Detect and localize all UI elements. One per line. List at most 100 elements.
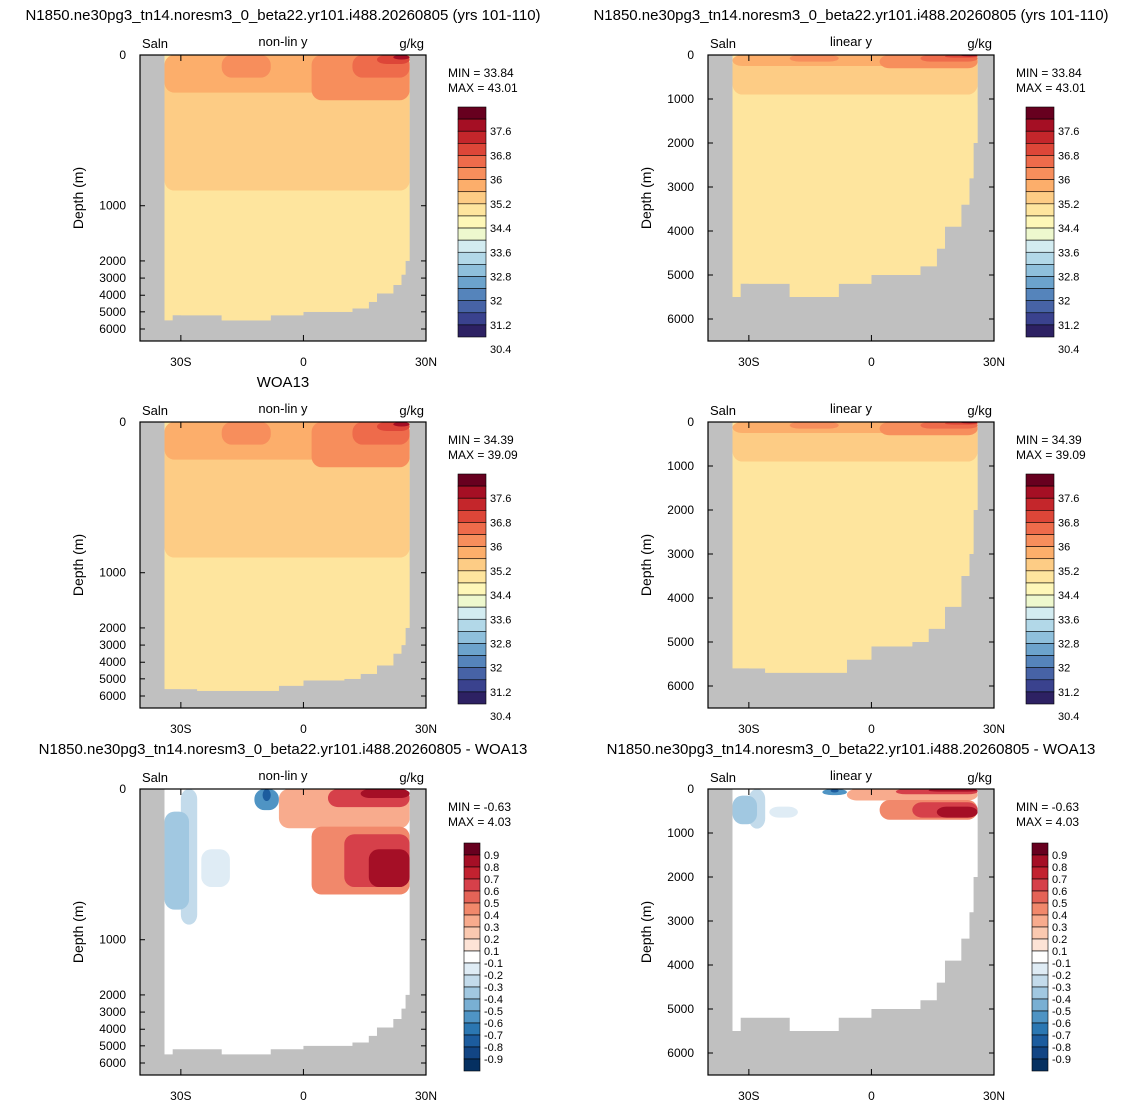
colorbar-cell xyxy=(1031,1010,1049,1024)
colorbar-cell xyxy=(1025,106,1055,120)
colorbar-cell xyxy=(463,902,481,916)
colorbar-cell xyxy=(463,878,481,892)
y-axis-label: Depth (m) xyxy=(638,167,654,229)
x-tick-label: 30N xyxy=(983,722,1005,736)
contour-band xyxy=(393,422,410,427)
colorbar-cell xyxy=(463,938,481,952)
colorbar-label: -0.7 xyxy=(1052,1030,1071,1042)
colorbar-label: 36 xyxy=(1058,175,1070,187)
y-axis: 0 1000 2000 3000 4000 5000 6000 xyxy=(667,782,994,1060)
colorbar-cell xyxy=(1025,691,1055,705)
units-label: g/kg xyxy=(399,770,424,785)
y-tick-label: 5000 xyxy=(667,268,694,282)
units-label: g/kg xyxy=(967,36,992,51)
colorbar-cell xyxy=(1025,679,1055,693)
contour-band xyxy=(936,806,978,818)
colorbar-label: 32 xyxy=(490,296,502,308)
y-tick-label: 1000 xyxy=(99,566,126,580)
colorbar-label: -0.1 xyxy=(1052,958,1071,970)
colorbar-label: -0.8 xyxy=(484,1042,503,1054)
y-tick-label: 1000 xyxy=(667,459,694,473)
colorbar-cell xyxy=(457,691,487,705)
colorbar-cell xyxy=(1025,215,1055,229)
colorbar-label: 36.8 xyxy=(490,517,511,529)
y-tick-label: 5000 xyxy=(99,1039,126,1053)
colorbar-cell xyxy=(1031,986,1049,1000)
contour-band xyxy=(164,811,190,910)
y-tick-label: 0 xyxy=(687,415,694,429)
colorbar-label: 0.1 xyxy=(1052,946,1067,958)
colorbar-cell xyxy=(1025,606,1055,620)
salinity-field xyxy=(164,55,410,321)
y-axis: 0 1000 2000 3000 4000 5000 6000 xyxy=(667,415,994,693)
colorbar: 37.6 36.8 36 35.2 34.4 33.6 32.8 32 31.2 30.4 xyxy=(457,106,511,356)
yscale-label: non-lin y xyxy=(258,768,308,783)
colorbar-label: 31.2 xyxy=(490,320,511,332)
colorbar-cell xyxy=(457,251,487,265)
colorbar-label: -0.2 xyxy=(484,970,503,982)
colorbar-cell xyxy=(457,106,487,120)
plot-area xyxy=(140,55,426,341)
y-tick-label: 0 xyxy=(119,782,126,796)
colorbar-cell xyxy=(1025,594,1055,608)
colorbar-label: 35.2 xyxy=(490,199,511,211)
colorbar-cell xyxy=(1025,300,1055,314)
variable-label: Saln xyxy=(710,403,736,418)
panel-model-lin: N1850.ne30pg3_tn14.noresm3_0_beta22.yr10… xyxy=(593,7,1108,369)
x-axis: 30S 0 30N xyxy=(738,789,1005,1103)
contour-band xyxy=(789,55,839,62)
colorbar-cell xyxy=(1031,866,1049,880)
y-tick-label: 0 xyxy=(119,48,126,62)
colorbar-cell xyxy=(1031,914,1049,928)
colorbar-cell xyxy=(457,191,487,205)
colorbar-cell xyxy=(1025,143,1055,156)
colorbar-cell xyxy=(1031,902,1049,916)
variable-label: Saln xyxy=(142,36,168,51)
units-label: g/kg xyxy=(967,770,992,785)
salinity-field xyxy=(732,422,978,673)
x-tick-label: 30N xyxy=(415,355,437,369)
y-tick-label: 2000 xyxy=(99,988,126,1002)
x-tick-label: 30N xyxy=(983,1089,1005,1103)
colorbar-label: 30.4 xyxy=(490,344,511,356)
colorbar-label: -0.5 xyxy=(484,1006,503,1018)
min-value: MIN = 33.84 xyxy=(448,66,514,80)
plot-area xyxy=(708,789,994,1075)
colorbar-label: 34.4 xyxy=(490,590,511,602)
y-tick-label: 4000 xyxy=(667,958,694,972)
panel-title: WOA13 xyxy=(257,374,310,391)
colorbar-label: 32.8 xyxy=(1058,638,1079,650)
colorbar-cell xyxy=(1025,276,1055,289)
colorbar-label: 36.8 xyxy=(490,150,511,162)
colorbar-cell xyxy=(457,679,487,693)
y-tick-label: 5000 xyxy=(667,635,694,649)
x-axis: 30S 0 30N xyxy=(738,422,1005,736)
y-tick-label: 1000 xyxy=(667,826,694,840)
colorbar-label: -0.9 xyxy=(1052,1054,1071,1066)
contour-band xyxy=(769,806,798,818)
colorbar-cell xyxy=(457,570,487,584)
colorbar-cell xyxy=(1025,118,1055,132)
y-tick-label: 5000 xyxy=(99,672,126,686)
colorbar-label: 32 xyxy=(1058,296,1070,308)
colorbar-cell xyxy=(1025,473,1055,487)
contour-band xyxy=(732,94,978,187)
colorbar-cell xyxy=(457,130,487,144)
colorbar-cell xyxy=(457,167,487,180)
colorbar-cell xyxy=(463,1046,481,1060)
variable-label: Saln xyxy=(142,770,168,785)
colorbar-label: 33.6 xyxy=(1058,614,1079,626)
max-value: MAX = 4.03 xyxy=(1016,815,1079,829)
colorbar-label: 32.8 xyxy=(490,638,511,650)
colorbar-cell xyxy=(1025,288,1055,301)
colorbar-label: 37.6 xyxy=(490,493,511,505)
colorbar-cell xyxy=(1031,962,1049,976)
colorbar-cell xyxy=(1031,974,1049,988)
colorbar-cell xyxy=(1025,631,1055,644)
units-label: g/kg xyxy=(399,36,424,51)
colorbar-cell xyxy=(1031,842,1049,856)
colorbar-cell xyxy=(457,155,487,168)
colorbar-cell xyxy=(463,1058,481,1072)
x-axis: 30S 0 30N xyxy=(170,55,437,369)
